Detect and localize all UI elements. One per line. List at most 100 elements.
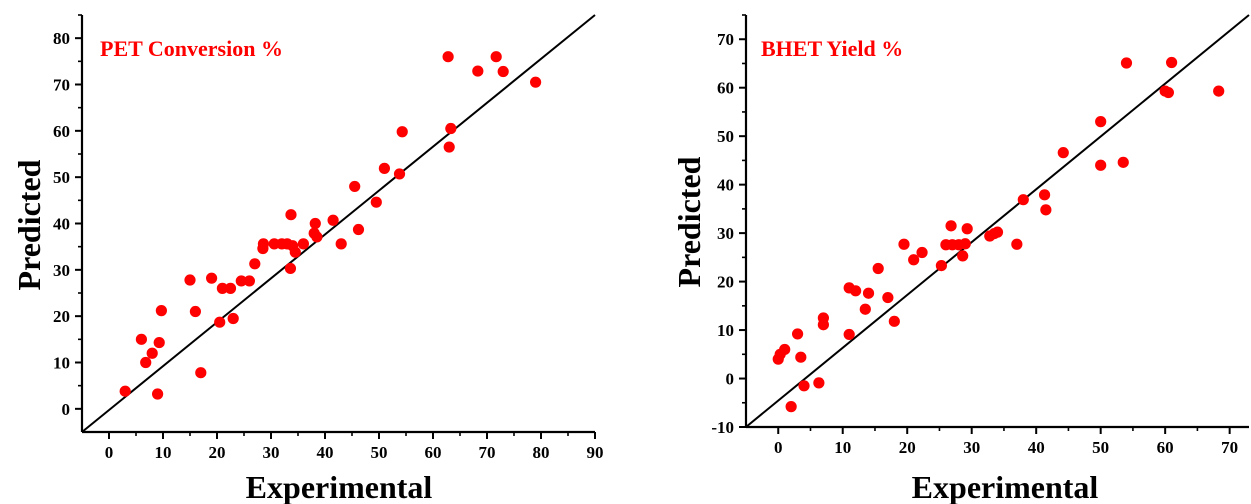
data-point xyxy=(309,217,321,230)
y-tick-label: 0 xyxy=(726,370,735,389)
data-points xyxy=(119,51,542,400)
data-point xyxy=(370,196,382,208)
data-point xyxy=(850,285,862,297)
x-tick-label: 70 xyxy=(479,443,496,462)
x-ticks: 0 10 20 30 40 50 60 70 80 90 xyxy=(105,432,604,462)
x-tick-label: 90 xyxy=(587,443,604,462)
data-point xyxy=(859,303,871,315)
x-axis-title: Experimental xyxy=(912,469,1099,504)
x-ticks: 0 10 20 30 40 50 60 70 xyxy=(774,427,1238,457)
data-point xyxy=(1117,156,1129,168)
data-point xyxy=(961,223,973,235)
data-points xyxy=(772,56,1225,413)
y-tick-label: 70 xyxy=(717,30,734,49)
y-tick-label: -10 xyxy=(711,418,734,437)
data-point xyxy=(235,275,247,287)
data-point xyxy=(216,282,228,294)
data-point xyxy=(311,231,323,243)
data-point xyxy=(1040,204,1052,216)
data-point xyxy=(393,168,406,180)
y-tick-label: 60 xyxy=(717,79,734,98)
x-tick-label: 0 xyxy=(105,443,114,462)
data-point xyxy=(146,347,158,359)
y-axis-title: Predicted xyxy=(11,159,47,290)
data-point xyxy=(916,246,928,259)
data-point xyxy=(140,356,152,369)
data-point xyxy=(862,287,875,299)
data-point xyxy=(152,388,164,400)
data-point xyxy=(888,315,900,327)
data-point xyxy=(843,328,855,341)
data-point xyxy=(214,316,226,328)
data-point xyxy=(497,65,509,78)
y-tick-label: 20 xyxy=(53,307,70,326)
data-point xyxy=(1057,147,1069,159)
data-point xyxy=(184,274,196,286)
data-point xyxy=(206,272,218,284)
data-point xyxy=(378,162,390,174)
x-tick-label: 70 xyxy=(1221,438,1238,457)
y-tick-label: 50 xyxy=(53,168,70,187)
data-point xyxy=(1213,85,1225,97)
data-point xyxy=(289,246,301,258)
data-point xyxy=(445,122,457,135)
x-axis-title: Experimental xyxy=(246,469,433,504)
data-point xyxy=(945,220,957,232)
data-point xyxy=(155,305,167,317)
data-point xyxy=(530,76,542,88)
data-point xyxy=(1162,86,1174,99)
data-point xyxy=(227,312,239,325)
data-point xyxy=(189,305,201,318)
x-tick-label: 50 xyxy=(1092,438,1109,457)
data-point xyxy=(257,238,270,250)
data-point xyxy=(335,238,347,250)
x-tick-label: 40 xyxy=(317,443,334,462)
data-point xyxy=(957,250,969,262)
x-tick-label: 80 xyxy=(533,443,550,462)
data-point xyxy=(135,333,147,345)
y-tick-label: 30 xyxy=(53,261,70,280)
data-point xyxy=(224,282,237,294)
data-point xyxy=(785,401,797,413)
y-tick-label: 50 xyxy=(717,127,734,146)
x-tick-label: 20 xyxy=(209,443,226,462)
data-point xyxy=(991,226,1004,238)
y-tick-label: 40 xyxy=(53,215,70,234)
data-point xyxy=(1095,159,1107,171)
data-point xyxy=(908,254,920,266)
y-tick-label: 0 xyxy=(62,400,71,419)
data-point xyxy=(442,51,454,63)
data-point xyxy=(898,238,910,250)
data-point xyxy=(798,380,810,392)
y-tick-label: 30 xyxy=(717,224,734,243)
y-tick-label: 70 xyxy=(53,76,70,95)
y-tick-label: 10 xyxy=(53,354,70,373)
data-point xyxy=(935,259,947,272)
y-ticks: -10 0 10 20 30 40 50 60 70 xyxy=(711,14,746,437)
data-point xyxy=(779,343,791,356)
data-point xyxy=(1095,116,1107,128)
fit-line xyxy=(745,14,1250,428)
chart-title: BHET Yield % xyxy=(761,36,903,61)
x-tick-label: 10 xyxy=(834,438,851,457)
data-point xyxy=(285,209,297,221)
chart-title: PET Conversion % xyxy=(100,36,283,61)
data-point xyxy=(297,238,309,250)
data-point xyxy=(817,312,829,324)
x-tick-label: 0 xyxy=(774,438,783,457)
data-point xyxy=(472,65,484,77)
data-point xyxy=(249,258,261,270)
data-point xyxy=(349,180,361,193)
x-tick-label: 30 xyxy=(263,443,280,462)
data-point xyxy=(243,275,255,287)
data-point xyxy=(284,262,297,275)
data-point xyxy=(153,336,165,349)
y-tick-label: 60 xyxy=(53,122,70,141)
data-point xyxy=(882,291,894,304)
data-point xyxy=(119,385,131,397)
x-tick-label: 50 xyxy=(371,443,388,462)
data-point xyxy=(1038,189,1051,201)
data-point xyxy=(1017,194,1029,206)
data-point xyxy=(795,351,807,363)
